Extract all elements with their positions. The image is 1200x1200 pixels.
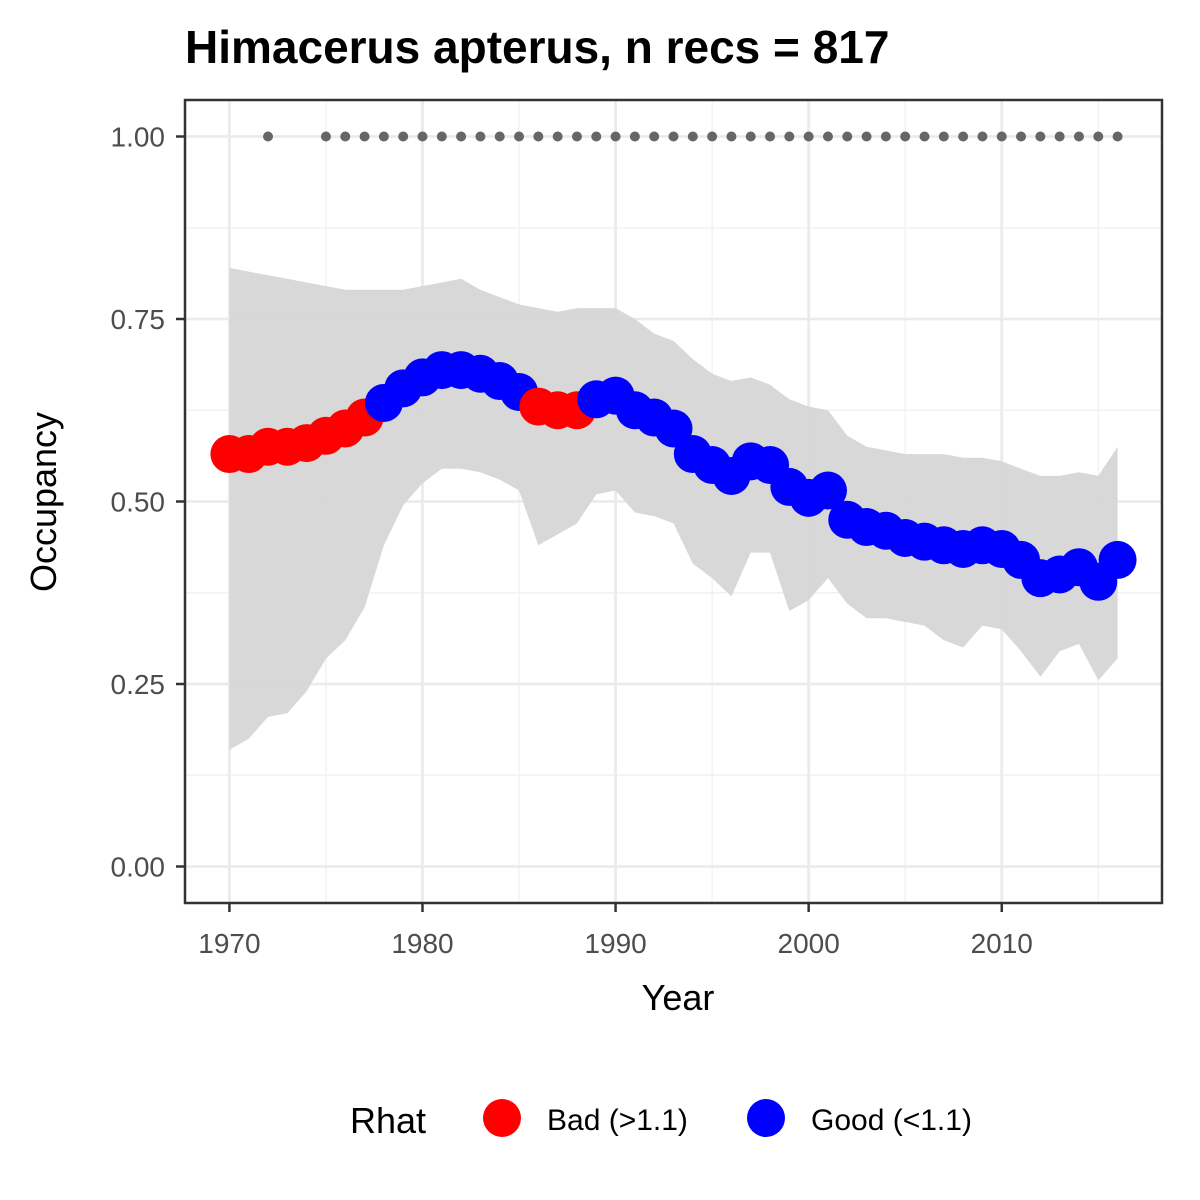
y-tick-label: 0.75 (111, 304, 166, 335)
record-dot (591, 131, 602, 142)
x-tick-label: 2010 (971, 928, 1033, 959)
legend-key-good (747, 1099, 785, 1137)
x-tick-label: 1970 (198, 928, 260, 959)
record-dot (668, 131, 679, 142)
record-dot (649, 131, 660, 142)
y-tick-label: 0.00 (111, 852, 166, 883)
record-dot (842, 131, 853, 142)
record-dot (1035, 131, 1046, 142)
legend-label-bad: Bad (>1.1) (547, 1104, 688, 1137)
record-dot (571, 131, 582, 142)
legend-title: Rhat (350, 1100, 426, 1141)
legend: Rhat Bad (>1.1) Good (<1.1) (350, 1099, 972, 1141)
record-dot (861, 131, 872, 142)
record-dot (514, 131, 525, 142)
record-dot (687, 131, 698, 142)
record-dot (552, 131, 563, 142)
record-dot (629, 131, 640, 142)
record-dot (745, 131, 756, 142)
record-dot (765, 131, 776, 142)
record-dot (996, 131, 1007, 142)
record-dot (919, 131, 930, 142)
x-tick-label: 1980 (391, 928, 453, 959)
record-dot (263, 131, 274, 142)
y-tick-label: 0.50 (111, 487, 166, 518)
record-dot (707, 131, 718, 142)
record-dot (900, 131, 911, 142)
x-tick-label: 2000 (778, 928, 840, 959)
record-dot (436, 131, 447, 142)
x-axis-title: Year (642, 977, 715, 1018)
y-tick-label: 1.00 (111, 122, 166, 153)
plot-panel (183, 98, 1164, 905)
record-dot (610, 131, 621, 142)
record-dot (320, 131, 331, 142)
record-dot (822, 131, 833, 142)
y-axis-title: Occupancy (23, 412, 64, 592)
legend-key-bad (483, 1099, 521, 1137)
record-dot (378, 131, 389, 142)
record-dot (880, 131, 891, 142)
record-dot (977, 131, 988, 142)
record-dot (494, 131, 505, 142)
record-dot (1054, 131, 1065, 142)
record-dot (784, 131, 795, 142)
record-dot (340, 131, 351, 142)
occupancy-point (1098, 540, 1137, 579)
y-tick-label: 0.25 (111, 669, 166, 700)
x-tick-label: 1990 (584, 928, 646, 959)
record-dot (398, 131, 409, 142)
record-dot (417, 131, 428, 142)
occupancy-point (808, 471, 847, 510)
record-dot (1016, 131, 1027, 142)
legend-label-good: Good (<1.1) (811, 1104, 972, 1137)
record-dot (533, 131, 544, 142)
record-dot (726, 131, 737, 142)
record-dot (475, 131, 486, 142)
record-dot (938, 131, 949, 142)
chart-title: Himacerus apterus, n recs = 817 (185, 21, 889, 73)
record-dot (359, 131, 370, 142)
record-dot (1093, 131, 1104, 142)
record-dot (456, 131, 467, 142)
record-dot (1073, 131, 1084, 142)
record-dot (803, 131, 814, 142)
record-dot (958, 131, 969, 142)
confidence-ribbon (229, 267, 1118, 750)
record-dot (1112, 131, 1123, 142)
